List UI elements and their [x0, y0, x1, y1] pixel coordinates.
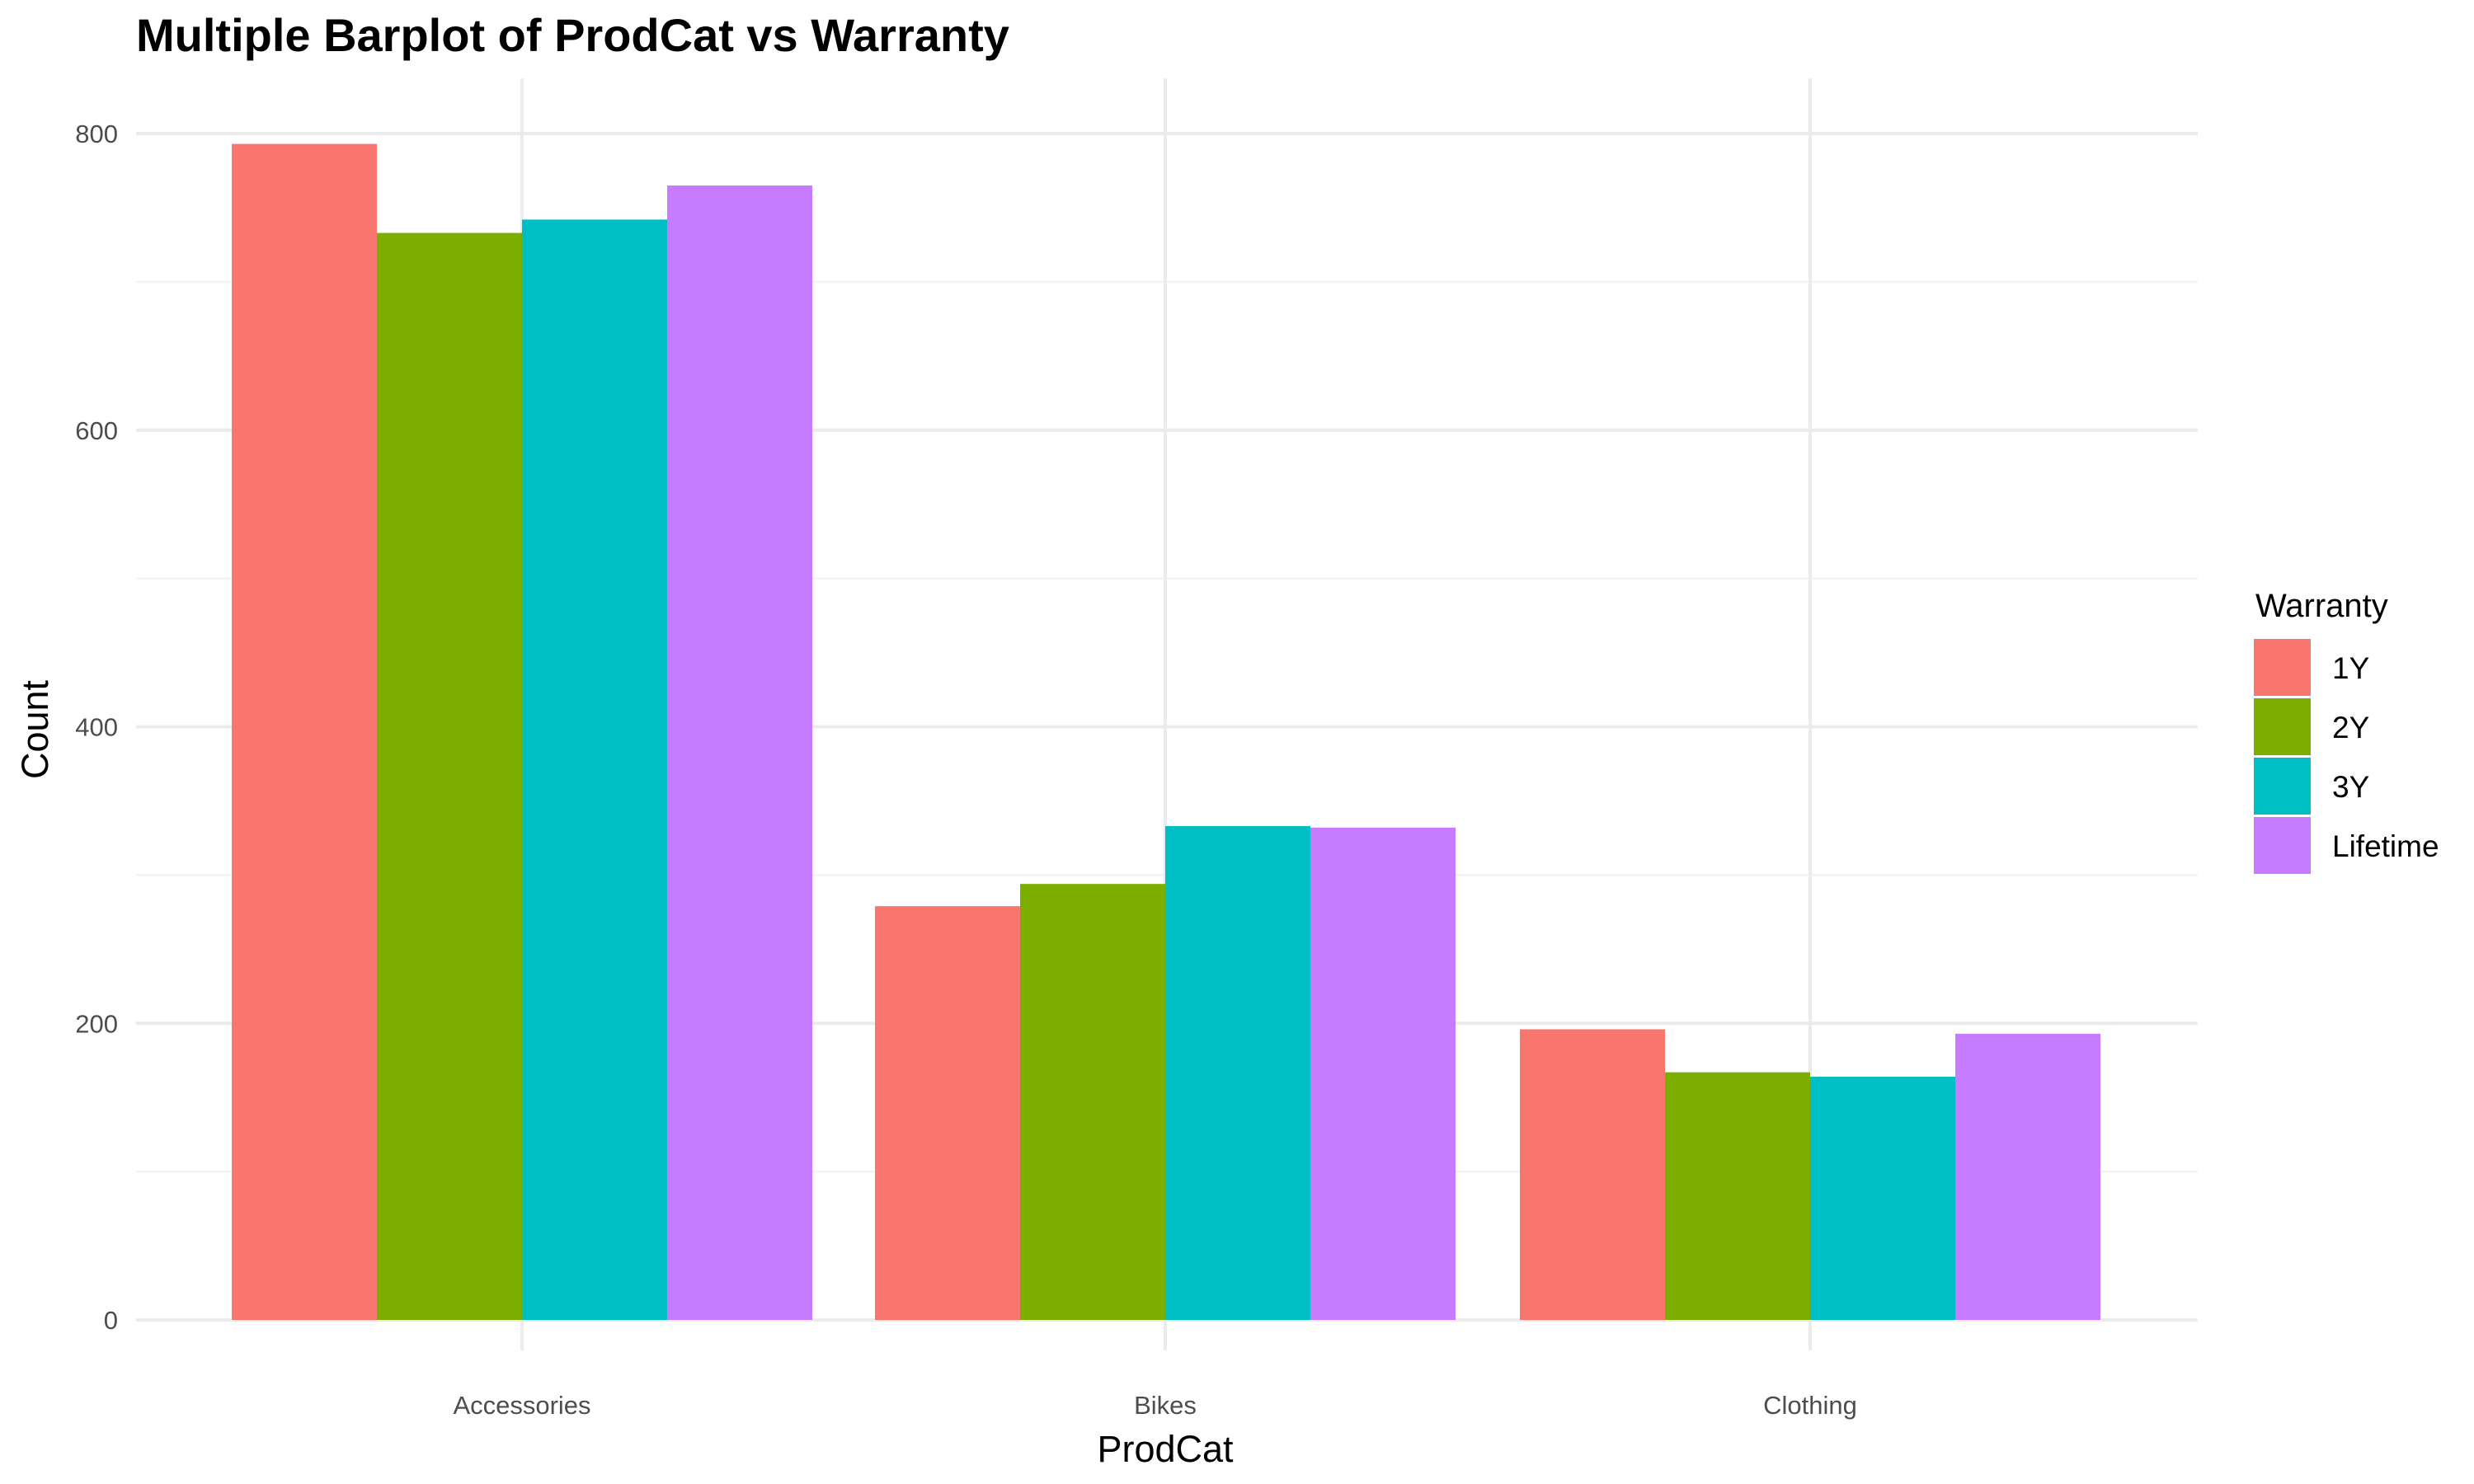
bar-clothing-2y	[1665, 1072, 1810, 1320]
legend-key-1y	[2254, 639, 2311, 696]
x-tick-label: Accessories	[453, 1391, 590, 1420]
bar-accessories-lifetime	[667, 185, 812, 1320]
legend-label: 2Y	[2332, 711, 2369, 744]
x-axis-ticks: Accessories Bikes Clothing	[453, 1391, 1856, 1420]
bar-accessories-2y	[377, 232, 522, 1320]
bar-bikes-3y	[1165, 826, 1310, 1320]
y-tick-label: 600	[75, 416, 118, 445]
y-tick-label: 800	[75, 120, 118, 148]
legend-label: 1Y	[2332, 651, 2369, 685]
bar-clothing-lifetime	[1955, 1033, 2100, 1320]
bar-bikes-lifetime	[1310, 827, 1456, 1320]
legend-key-2y	[2254, 698, 2311, 755]
x-tick-label: Clothing	[1763, 1391, 1857, 1420]
y-tick-label: 0	[104, 1306, 118, 1335]
x-tick-label: Bikes	[1134, 1391, 1197, 1420]
bar-accessories-1y	[232, 143, 377, 1320]
y-axis-ticks: 0 200 400 600 800	[75, 120, 118, 1335]
bar-bikes-2y	[1020, 884, 1165, 1320]
legend-items: 1Y 2Y 3Y Lifetime	[2254, 639, 2439, 874]
legend-key-3y	[2254, 758, 2311, 815]
y-axis-title: Count	[14, 679, 56, 779]
legend-key-lifetime	[2254, 817, 2311, 874]
y-tick-label: 200	[75, 1009, 118, 1038]
bar-bikes-1y	[875, 906, 1020, 1320]
legend-label: 3Y	[2332, 770, 2369, 804]
legend-title: Warranty	[2255, 588, 2388, 624]
bar-accessories-3y	[522, 219, 667, 1320]
bars	[232, 143, 2100, 1320]
y-tick-label: 400	[75, 713, 118, 742]
legend-label: Lifetime	[2332, 829, 2439, 863]
legend: Warranty 1Y 2Y 3Y Lifetime	[2254, 588, 2439, 874]
bar-clothing-1y	[1520, 1029, 1665, 1320]
chart-title: Multiple Barplot of ProdCat vs Warranty	[136, 9, 1009, 61]
x-axis-title: ProdCat	[1097, 1428, 1234, 1470]
bar-clothing-3y	[1810, 1077, 1955, 1320]
